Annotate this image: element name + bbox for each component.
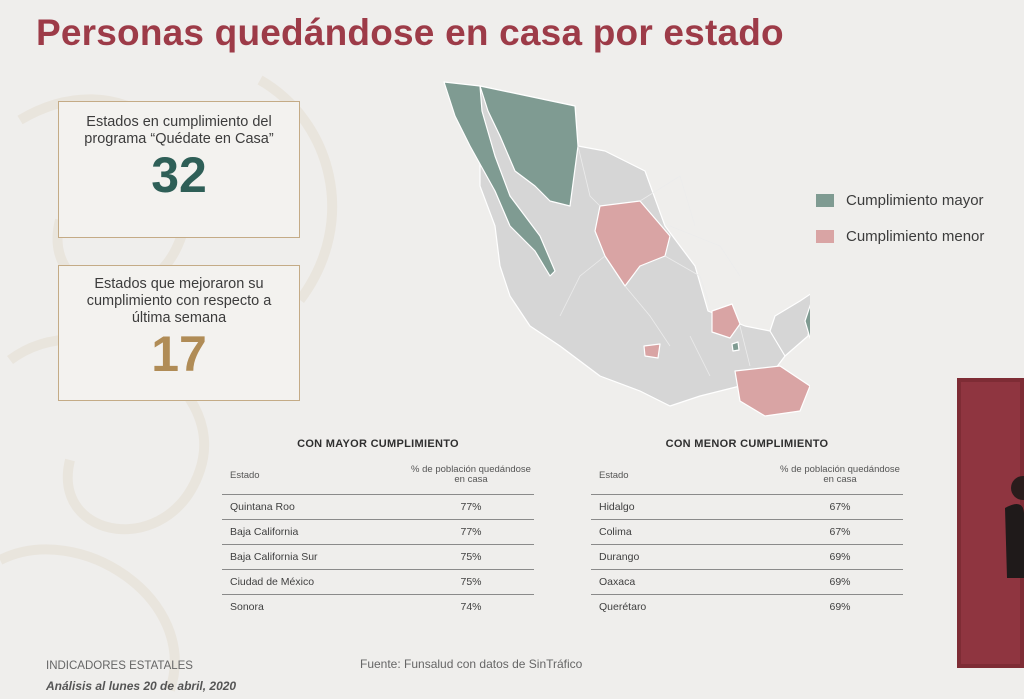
row-state: Oaxaca bbox=[599, 576, 636, 588]
row-pct: 69% bbox=[829, 601, 851, 613]
row-state: Quintana Roo bbox=[230, 501, 295, 513]
map-cdmx bbox=[731, 341, 740, 352]
row-state: Colima bbox=[599, 526, 632, 538]
legend-item-mayor: Cumplimiento mayor bbox=[816, 182, 984, 218]
table-header: Estado % de población quedándose en casa bbox=[222, 456, 534, 495]
row-pct: 67% bbox=[829, 526, 851, 538]
presenter-figure bbox=[957, 378, 1024, 668]
table-row: Durango 69% bbox=[591, 545, 903, 570]
map-quintana-roo bbox=[804, 304, 810, 339]
row-pct: 77% bbox=[460, 501, 482, 513]
table-row: Querétaro 69% bbox=[591, 595, 903, 619]
row-state: Durango bbox=[599, 551, 640, 563]
footer-indicators: INDICADORES ESTATALES Análisis al lunes … bbox=[46, 656, 236, 696]
legend-swatch-mayor bbox=[816, 193, 834, 207]
table-row: Oaxaca 69% bbox=[591, 570, 903, 595]
row-pct: 69% bbox=[829, 551, 851, 563]
legend-item-menor: Cumplimiento menor bbox=[816, 218, 984, 254]
footer-source: Fuente: Funsalud con datos de SinTráfico bbox=[360, 657, 583, 671]
table-header: Estado % de población quedándose en casa bbox=[591, 456, 903, 495]
row-state: Baja California Sur bbox=[230, 551, 318, 563]
map-yucatan bbox=[769, 293, 810, 357]
row-state: Baja California bbox=[230, 526, 299, 538]
legend-swatch-menor bbox=[816, 229, 834, 243]
states-compliance-card: Estados en cumplimiento del programa “Qu… bbox=[58, 101, 300, 238]
row-pct: 75% bbox=[460, 551, 482, 563]
map-baja-california bbox=[443, 81, 556, 277]
mexico-map bbox=[443, 81, 810, 417]
map-sonora bbox=[479, 85, 579, 207]
footer-section: INDICADORES ESTATALES bbox=[46, 660, 193, 672]
presenter-video-inset bbox=[957, 378, 1024, 668]
table-mayor-cumplimiento: CON MAYOR CUMPLIMIENTO Estado % de pobla… bbox=[222, 438, 534, 619]
row-pct: 67% bbox=[829, 501, 851, 513]
states-improved-value: 17 bbox=[151, 326, 207, 382]
footer-date: Análisis al lunes 20 de abril, 2020 bbox=[46, 679, 237, 693]
table-title: CON MENOR CUMPLIMIENTO bbox=[665, 438, 829, 450]
map-legend: Cumplimiento mayor Cumplimiento menor bbox=[816, 182, 984, 254]
table-title: CON MAYOR CUMPLIMIENTO bbox=[297, 438, 459, 450]
map-durango bbox=[594, 200, 671, 287]
table-menor-cumplimiento: CON MENOR CUMPLIMIENTO Estado % de pobla… bbox=[591, 438, 903, 619]
table-row: Baja California 77% bbox=[222, 520, 534, 545]
map-colima bbox=[643, 343, 661, 359]
map-oaxaca bbox=[734, 365, 810, 417]
column-header-pct: % de población quedándose en casa bbox=[411, 463, 531, 485]
page-title: Personas quedándose en casa por estado bbox=[36, 12, 784, 53]
table-row: Colima 67% bbox=[591, 520, 903, 545]
row-state: Ciudad de México bbox=[230, 576, 315, 588]
table-row: Ciudad de México 75% bbox=[222, 570, 534, 595]
states-compliance-label: Estados en cumplimiento del programa “Qu… bbox=[84, 114, 274, 147]
row-pct: 75% bbox=[460, 576, 482, 588]
column-header-state: Estado bbox=[230, 469, 260, 481]
table-row: Baja California Sur 75% bbox=[222, 545, 534, 570]
table-row: Sonora 74% bbox=[222, 595, 534, 619]
row-pct: 69% bbox=[829, 576, 851, 588]
states-compliance-value: 32 bbox=[151, 147, 207, 203]
states-improved-label: Estados que mejoraron su cumplimiento co… bbox=[86, 276, 272, 326]
table-row: Hidalgo 67% bbox=[591, 495, 903, 520]
row-pct: 74% bbox=[460, 601, 482, 613]
column-header-state: Estado bbox=[599, 469, 629, 481]
map-hidalgo-queretaro bbox=[711, 303, 741, 339]
row-state: Hidalgo bbox=[599, 501, 635, 513]
legend-label-mayor: Cumplimiento mayor bbox=[846, 191, 984, 209]
legend-label-menor: Cumplimiento menor bbox=[846, 227, 985, 245]
column-header-pct: % de población quedándose en casa bbox=[780, 463, 900, 485]
row-state: Querétaro bbox=[599, 601, 647, 613]
row-pct: 77% bbox=[460, 526, 482, 538]
table-row: Quintana Roo 77% bbox=[222, 495, 534, 520]
states-improved-card: Estados que mejoraron su cumplimiento co… bbox=[58, 265, 300, 401]
row-state: Sonora bbox=[230, 601, 264, 613]
